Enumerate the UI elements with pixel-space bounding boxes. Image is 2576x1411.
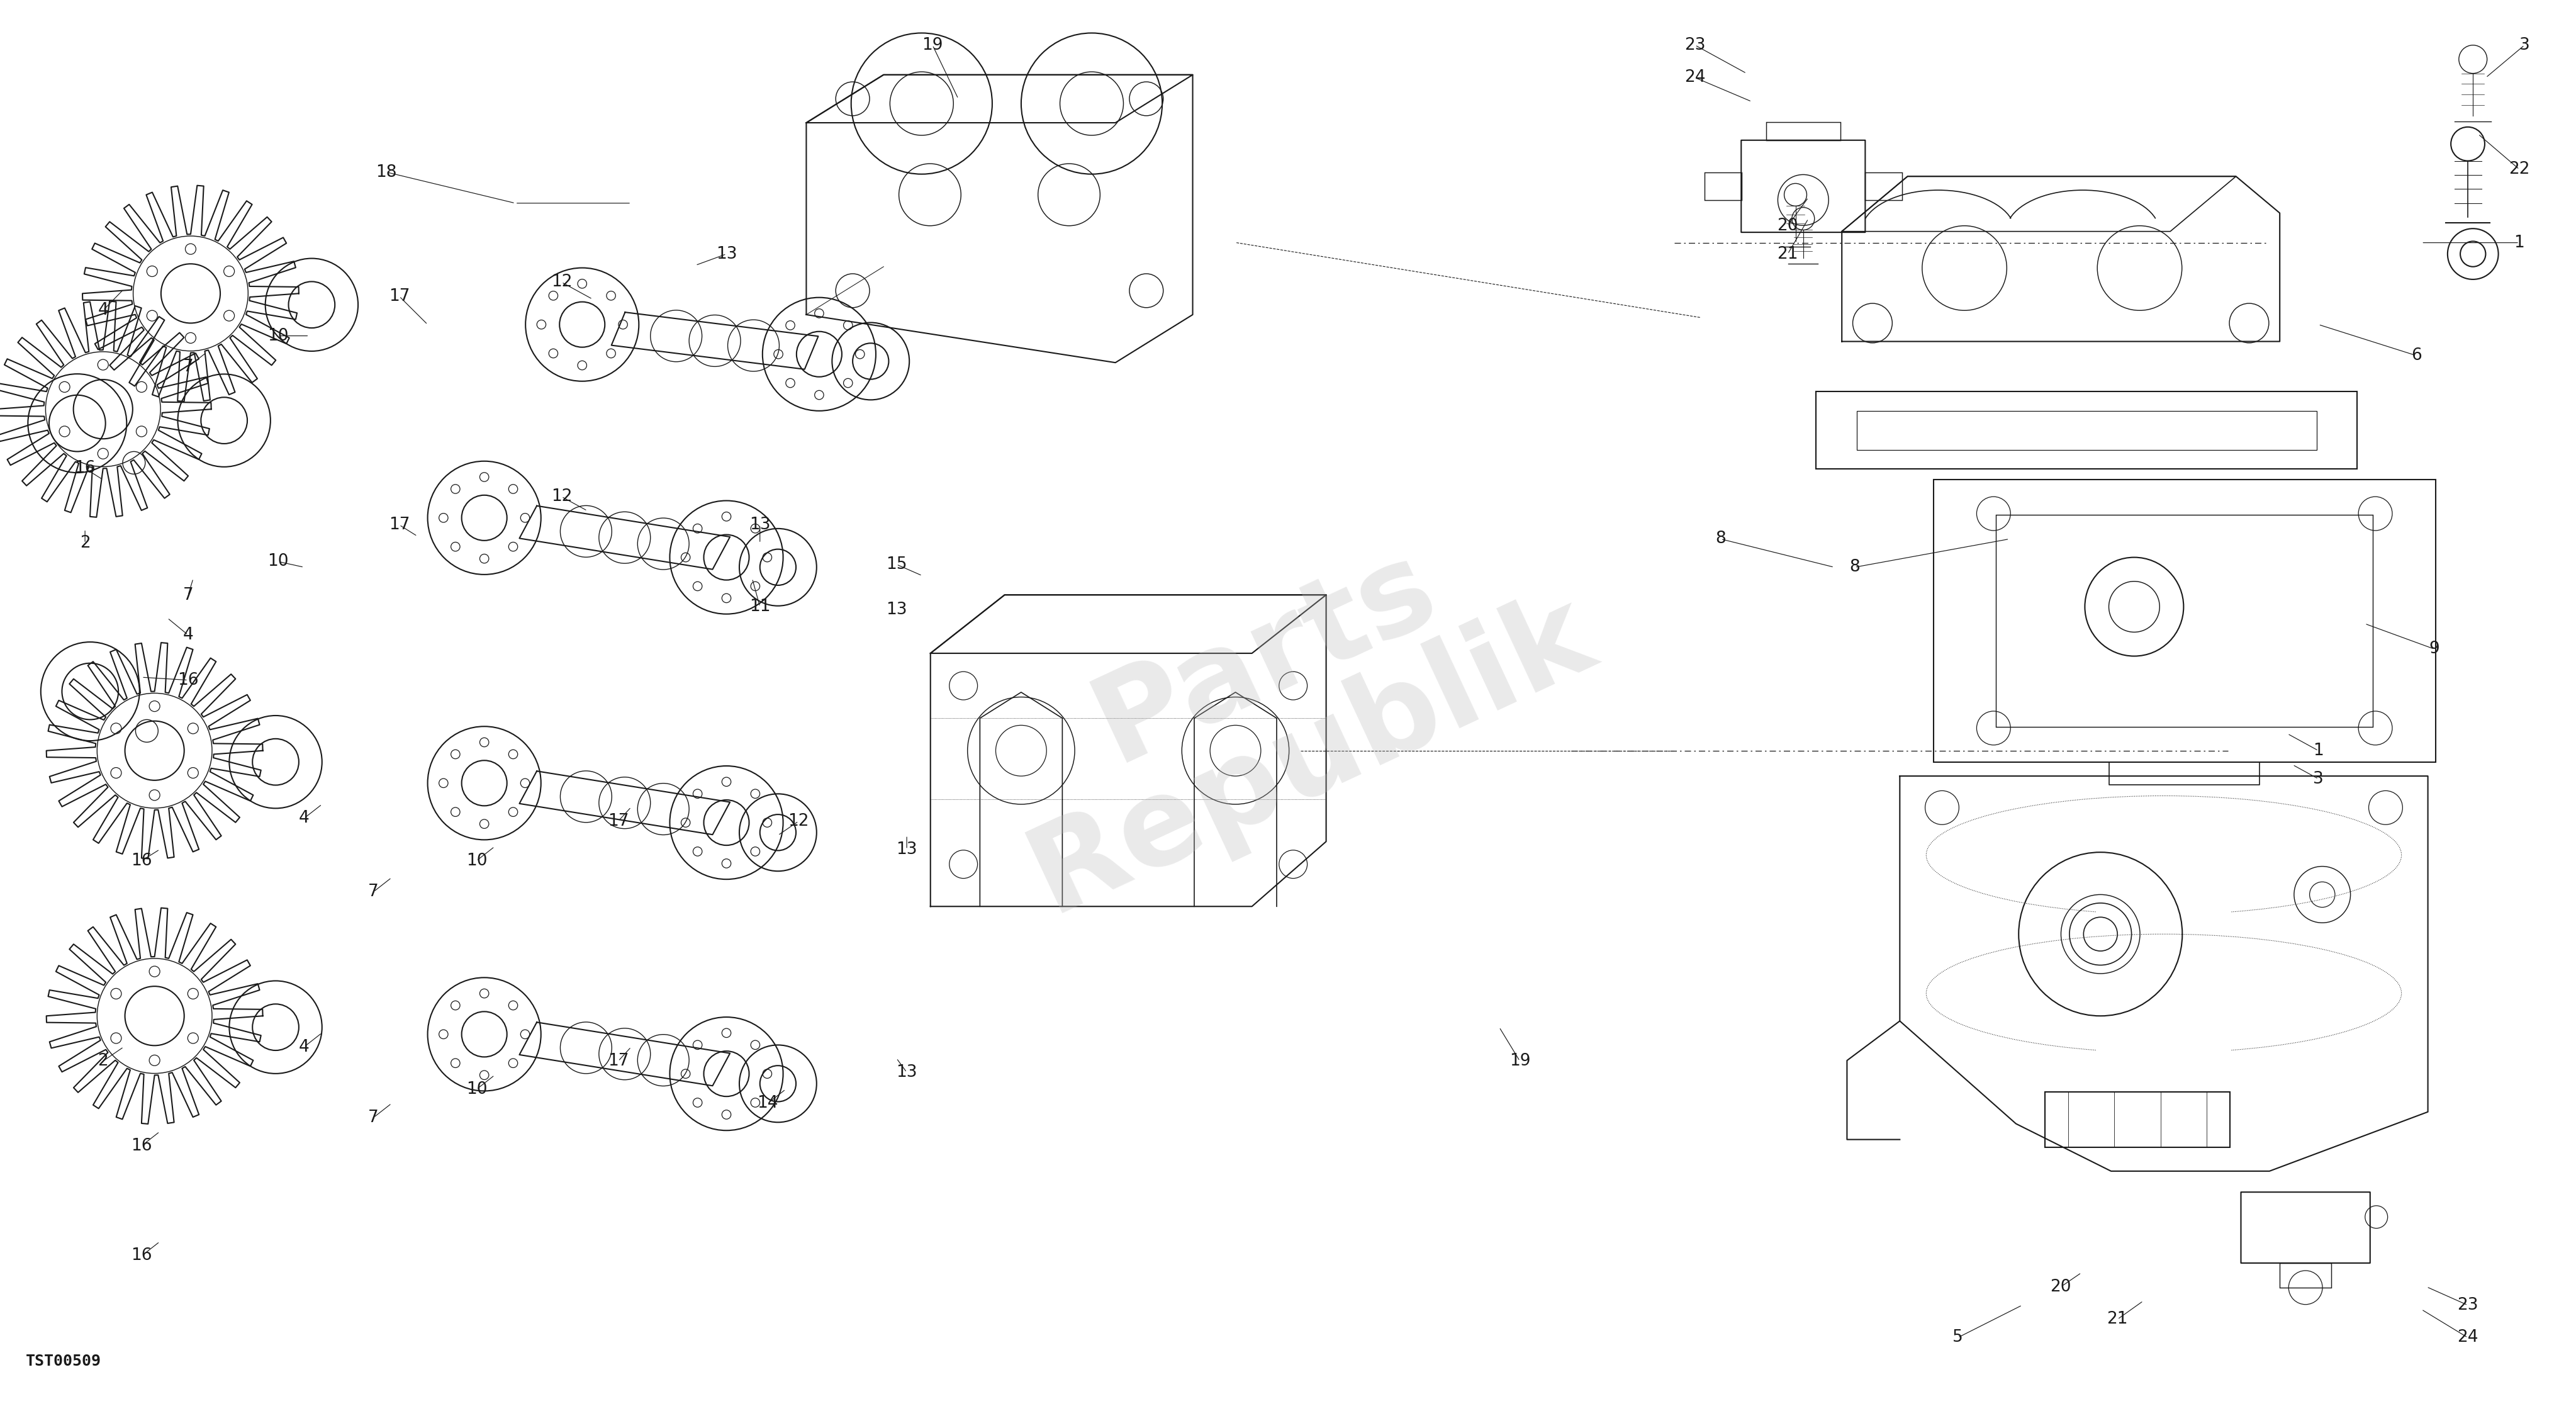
- Text: 13: 13: [716, 246, 737, 262]
- Text: 16: 16: [131, 1137, 152, 1154]
- Text: 8: 8: [1716, 531, 1726, 547]
- Text: 1: 1: [2514, 234, 2524, 251]
- Text: 19: 19: [922, 37, 943, 54]
- Text: 12: 12: [788, 813, 809, 830]
- Text: 14: 14: [757, 1095, 778, 1112]
- Text: 3: 3: [2313, 770, 2324, 787]
- Text: 4: 4: [299, 810, 309, 827]
- Text: 20: 20: [1777, 217, 1798, 234]
- Text: 17: 17: [389, 288, 410, 305]
- Text: 16: 16: [131, 852, 152, 869]
- Text: 10: 10: [466, 852, 487, 869]
- Text: 5: 5: [1953, 1329, 1963, 1346]
- Text: 22: 22: [2509, 161, 2530, 178]
- Text: 11: 11: [750, 598, 770, 615]
- Text: 17: 17: [608, 1053, 629, 1070]
- Text: 12: 12: [551, 488, 572, 505]
- Text: Parts
Republik: Parts Republik: [966, 474, 1610, 937]
- Text: 10: 10: [466, 1081, 487, 1098]
- Text: 10: 10: [268, 327, 289, 344]
- Text: 6: 6: [2411, 347, 2421, 364]
- Text: 23: 23: [1685, 37, 1705, 54]
- Text: 2: 2: [80, 535, 90, 552]
- Text: 17: 17: [389, 516, 410, 533]
- Text: 16: 16: [131, 1247, 152, 1264]
- Text: 7: 7: [368, 1109, 379, 1126]
- Text: 8: 8: [1850, 559, 1860, 576]
- Text: 7: 7: [183, 358, 193, 375]
- Text: 23: 23: [2458, 1297, 2478, 1314]
- Text: 15: 15: [886, 556, 907, 573]
- Text: 12: 12: [551, 274, 572, 291]
- Text: 24: 24: [1685, 69, 1705, 86]
- Text: 19: 19: [1510, 1053, 1530, 1070]
- Text: 10: 10: [268, 553, 289, 570]
- Text: 4: 4: [98, 302, 108, 319]
- Text: 3: 3: [2519, 37, 2530, 54]
- Text: 2: 2: [98, 1053, 108, 1070]
- Text: 9: 9: [2429, 641, 2439, 658]
- Text: 1: 1: [2313, 742, 2324, 759]
- Text: 4: 4: [183, 626, 193, 643]
- Text: 13: 13: [896, 1064, 917, 1081]
- Text: 21: 21: [2107, 1311, 2128, 1328]
- Text: 13: 13: [886, 601, 907, 618]
- Text: 13: 13: [750, 516, 770, 533]
- Text: 17: 17: [608, 813, 629, 830]
- Text: 20: 20: [2050, 1278, 2071, 1295]
- Text: 13: 13: [896, 841, 917, 858]
- Text: 7: 7: [183, 587, 193, 604]
- Text: TST00509: TST00509: [26, 1353, 100, 1369]
- Text: 7: 7: [368, 883, 379, 900]
- Text: 4: 4: [299, 1038, 309, 1055]
- Text: 24: 24: [2458, 1329, 2478, 1346]
- Text: 21: 21: [1777, 246, 1798, 262]
- Text: 18: 18: [376, 164, 397, 181]
- Text: 16: 16: [75, 460, 95, 477]
- Text: 16: 16: [178, 672, 198, 689]
